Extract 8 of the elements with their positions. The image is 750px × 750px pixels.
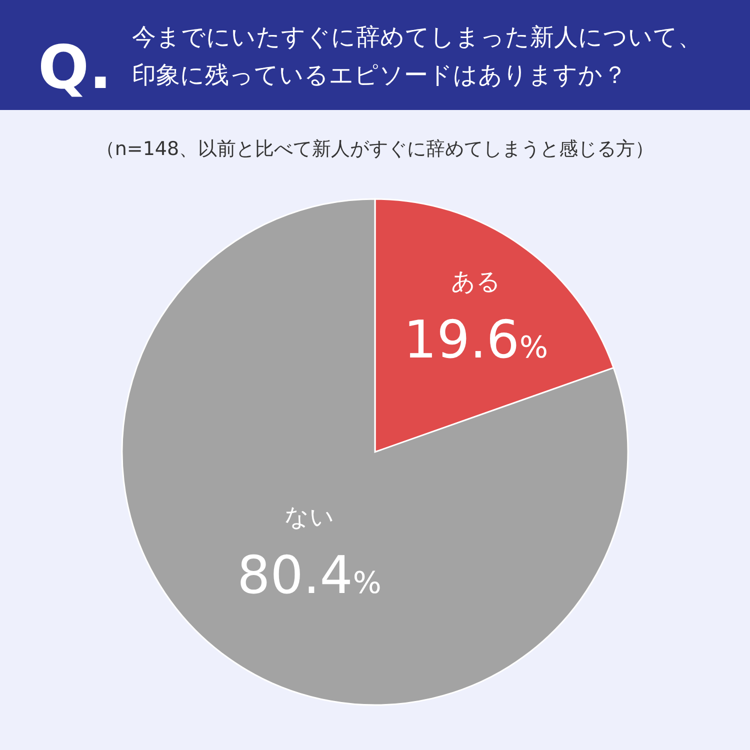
data-label: 80.4% [237, 546, 382, 606]
chart-subtitle: （n=148、以前と比べて新人がすぐに辞めてしまうと感じる方） [96, 138, 654, 160]
slice-label: ない [284, 502, 334, 531]
pie-slice [121, 198, 628, 706]
data-label: 19.6% [404, 310, 548, 370]
text: Q. [38, 33, 112, 103]
slice-label: ある [450, 267, 501, 296]
chart-title: 今までにいたすぐに辞めてしまった新人について、印象に残っているエピソードはありますか？ [132, 23, 702, 89]
